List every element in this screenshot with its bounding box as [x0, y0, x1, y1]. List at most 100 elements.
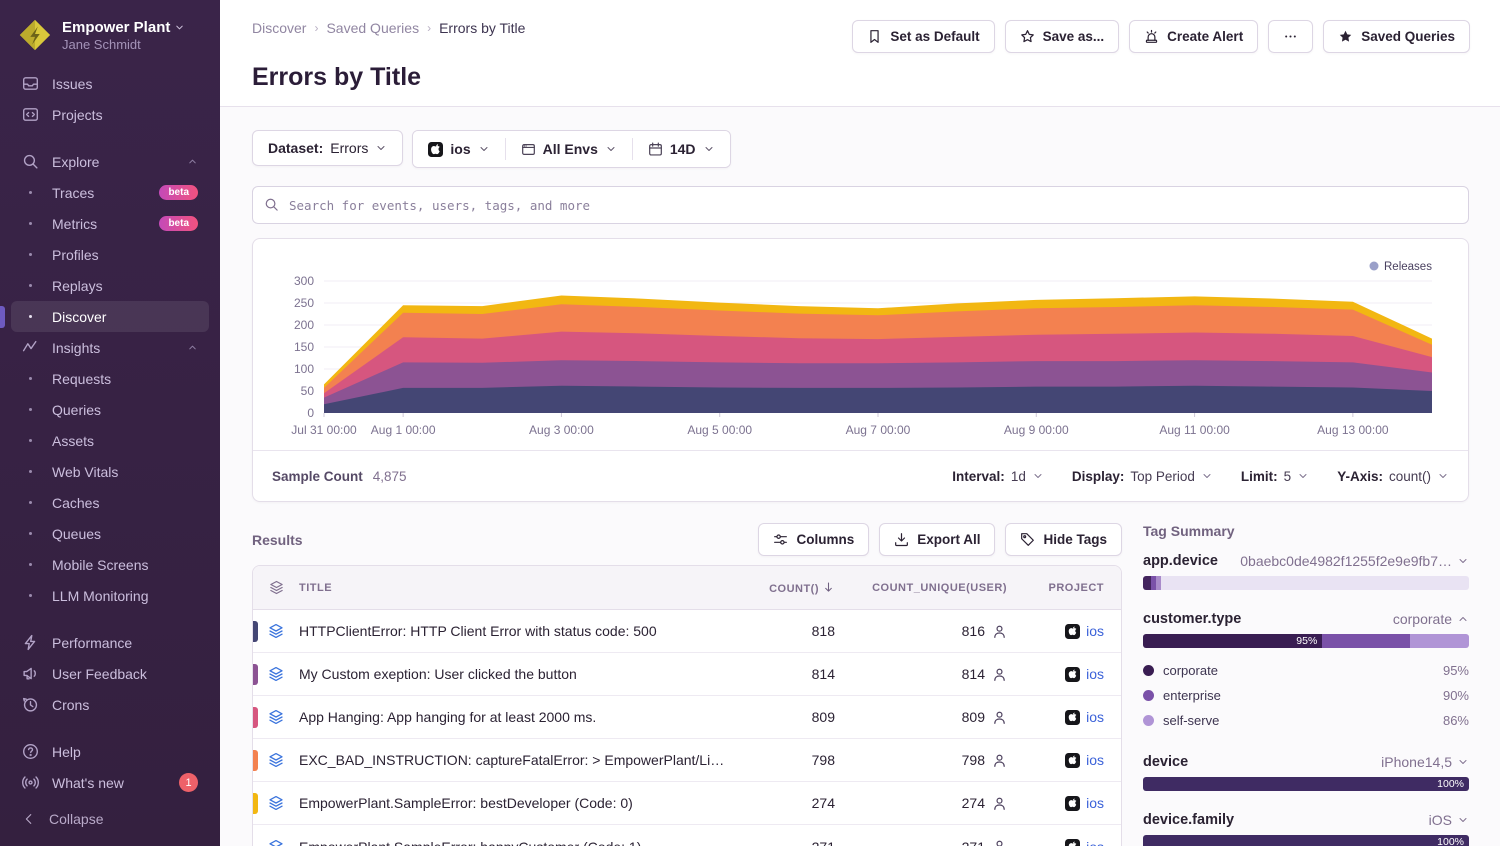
error-title-link[interactable]: App Hanging: App hanging for at least 20… [299, 709, 739, 725]
sidebar-item-metrics[interactable]: Metricsbeta [11, 208, 209, 239]
date-range-filter[interactable]: 14D [633, 131, 730, 167]
sidebar-item-label: Performance [52, 635, 132, 651]
project-cell: ios [1007, 795, 1121, 811]
sidebar-item-explore[interactable]: Explore [11, 146, 209, 177]
environment-filter[interactable]: All Envs [506, 131, 632, 167]
sidebar-item-insights[interactable]: Insights [11, 332, 209, 363]
column-header-project[interactable]: PROJECT [1007, 582, 1121, 594]
tag-section-header[interactable]: device iPhone14,5 [1143, 754, 1469, 770]
create-alert-button[interactable]: Create Alert [1129, 20, 1258, 53]
sidebar-item-discover[interactable]: Discover [11, 301, 209, 332]
error-title-link[interactable]: EmpowerPlant.SampleError: happyCustomer … [299, 839, 739, 846]
hide-tags-button[interactable]: Hide Tags [1005, 523, 1122, 556]
feedback-icon [22, 665, 39, 682]
sidebar-item-profiles[interactable]: Profiles [11, 239, 209, 270]
breadcrumb-item[interactable]: Discover [252, 20, 306, 36]
sidebar-item-mobile-screens[interactable]: Mobile Screens [11, 549, 209, 580]
column-header-count-unique-user[interactable]: COUNT_UNIQUE(USER) [835, 582, 1007, 594]
dataset-select[interactable]: Dataset: Errors [252, 130, 403, 166]
chart-control-display[interactable]: Display: Top Period [1072, 469, 1213, 484]
error-title-link[interactable]: My Custom exeption: User clicked the but… [299, 666, 739, 682]
sidebar-item-replays[interactable]: Replays [11, 270, 209, 301]
column-header-count[interactable]: COUNT() [739, 581, 835, 595]
sidebar-item-user-feedback[interactable]: User Feedback [11, 658, 209, 689]
results-heading: Results [252, 532, 303, 548]
stacked-area-chart[interactable]: 050100150200250300Jul 31 00:00Aug 1 00:0… [253, 239, 1468, 450]
tag-distribution-bar[interactable]: 100% [1143, 835, 1469, 846]
user-icon [992, 667, 1007, 682]
save-as--button[interactable]: Save as... [1005, 20, 1120, 53]
stack-trace-icon[interactable] [268, 709, 284, 725]
sidebar-item-assets[interactable]: Assets [11, 425, 209, 456]
sidebar-item-queues[interactable]: Queues [11, 518, 209, 549]
beta-badge: beta [159, 185, 198, 200]
export-all-button[interactable]: Export All [879, 523, 995, 556]
tag-name: device [1143, 754, 1188, 770]
sidebar-item-label: Profiles [52, 247, 99, 263]
stack-trace-icon[interactable] [268, 839, 284, 846]
sidebar-item-what-s-new[interactable]: What's new1 [11, 767, 209, 798]
chevron-up-icon [1457, 613, 1469, 625]
tag-section-header[interactable]: app.device 0baebc0de4982f1255f2e9e9fb7… [1143, 553, 1469, 569]
sidebar-item-web-vitals[interactable]: Web Vitals [11, 456, 209, 487]
saved-queries-button[interactable]: Saved Queries [1323, 20, 1470, 53]
columns-button[interactable]: Columns [758, 523, 869, 556]
tag-distribution-bar[interactable] [1143, 576, 1469, 590]
sidebar-item-projects[interactable]: Projects [11, 99, 209, 130]
sidebar-item-issues[interactable]: Issues [11, 68, 209, 99]
svg-text:Aug 3 00:00: Aug 3 00:00 [529, 423, 594, 437]
sidebar-item-performance[interactable]: Performance [11, 627, 209, 658]
sidebar-item-caches[interactable]: Caches [11, 487, 209, 518]
project-link[interactable]: ios [1086, 795, 1104, 811]
tag-legend-row: enterprise 90% [1143, 683, 1469, 708]
tag-section-header[interactable]: customer.type corporate [1143, 611, 1469, 627]
bullet-icon [22, 253, 39, 256]
sidebar-item-crons[interactable]: Crons [11, 689, 209, 720]
sidebar-item-traces[interactable]: Tracesbeta [11, 177, 209, 208]
tag-distribution-bar[interactable]: 100% [1143, 777, 1469, 791]
project-link[interactable]: ios [1086, 752, 1104, 768]
layers-icon [269, 580, 284, 595]
search-input[interactable] [252, 186, 1469, 224]
chart-control-limit[interactable]: Limit: 5 [1241, 469, 1309, 484]
button-label: Export All [917, 532, 980, 547]
page-header: Discover›Saved Queries›Errors by Title S… [220, 0, 1500, 107]
sidebar-item-requests[interactable]: Requests [11, 363, 209, 394]
error-title-link[interactable]: EXC_BAD_INSTRUCTION: captureFatalError: … [299, 752, 739, 768]
column-header-title[interactable]: TITLE [299, 582, 739, 594]
sidebar-item-help[interactable]: Help [11, 736, 209, 767]
set-as-default-button[interactable]: Set as Default [852, 20, 994, 53]
projects-icon [22, 106, 39, 123]
legend-percent: 95% [1443, 663, 1469, 678]
stack-trace-icon[interactable] [268, 752, 284, 768]
error-title-link[interactable]: HTTPClientError: HTTP Client Error with … [299, 623, 739, 639]
stack-trace-icon[interactable] [268, 666, 284, 682]
org-switcher[interactable]: Empower Plant Jane Schmidt [0, 0, 220, 66]
results-header: Results Columns Export All Hide Tags [252, 523, 1122, 556]
control-label: Interval: [952, 469, 1005, 484]
project-link[interactable]: ios [1086, 666, 1104, 682]
results-table: TITLE COUNT() COUNT_UNIQUE(USER) PROJECT… [252, 565, 1122, 846]
breadcrumb-item[interactable]: Saved Queries [326, 20, 419, 36]
stack-trace-icon[interactable] [268, 623, 284, 639]
stack-trace-icon[interactable] [268, 795, 284, 811]
chart-control-yaxis[interactable]: Y-Axis: count() [1337, 469, 1449, 484]
chevron-down-icon [174, 22, 185, 33]
sidebar-item-label: Web Vitals [52, 464, 118, 480]
chart-control-interval[interactable]: Interval: 1d [952, 469, 1044, 484]
tag-distribution-bar[interactable]: 95% [1143, 634, 1469, 648]
sidebar-item-llm-monitoring[interactable]: LLM Monitoring [11, 580, 209, 611]
tag-legend-row: corporate 95% [1143, 658, 1469, 683]
project-link[interactable]: ios [1086, 839, 1104, 846]
bullet-icon [22, 191, 39, 194]
sidebar-item-queries[interactable]: Queries [11, 394, 209, 425]
project-filter[interactable]: ios [413, 131, 504, 167]
series-color-swatch [253, 664, 258, 685]
tag-section-header[interactable]: device.family iOS [1143, 812, 1469, 828]
error-title-link[interactable]: EmpowerPlant.SampleError: bestDeveloper … [299, 795, 739, 811]
project-link[interactable]: ios [1086, 709, 1104, 725]
sidebar-collapse[interactable]: Collapse [11, 803, 209, 834]
more-options-button[interactable] [1268, 20, 1313, 53]
project-link[interactable]: ios [1086, 623, 1104, 639]
legend-percent: 86% [1443, 713, 1469, 728]
